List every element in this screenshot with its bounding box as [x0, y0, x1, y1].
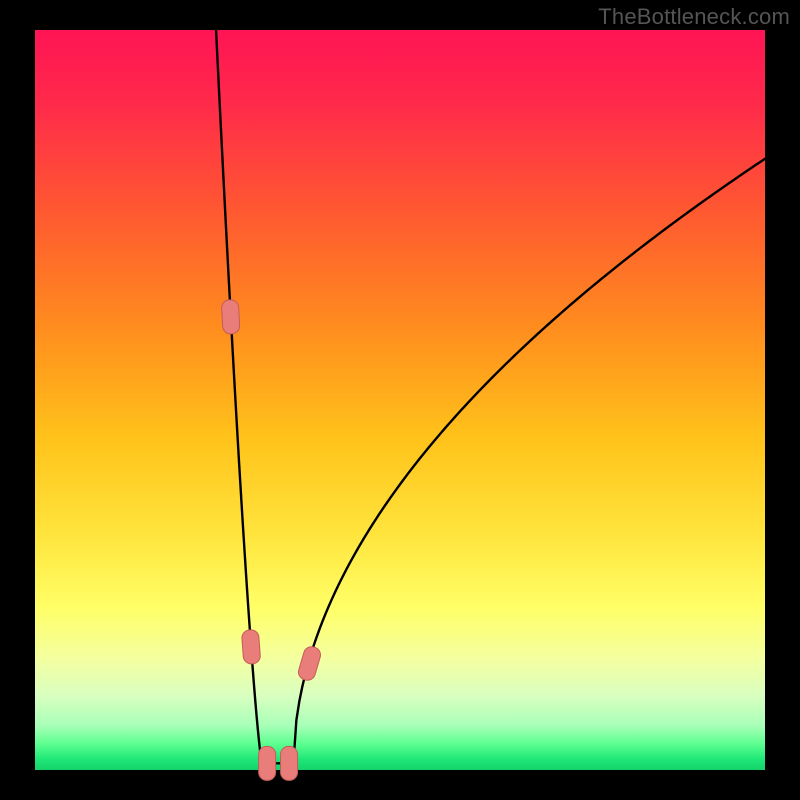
curve-marker	[281, 746, 298, 780]
curve-marker	[221, 299, 240, 334]
curve-marker	[241, 629, 260, 664]
bottleneck-curve-chart	[0, 0, 800, 800]
watermark-text: TheBottleneck.com	[598, 4, 790, 30]
curve-marker	[259, 746, 276, 780]
plot-area	[35, 30, 765, 770]
